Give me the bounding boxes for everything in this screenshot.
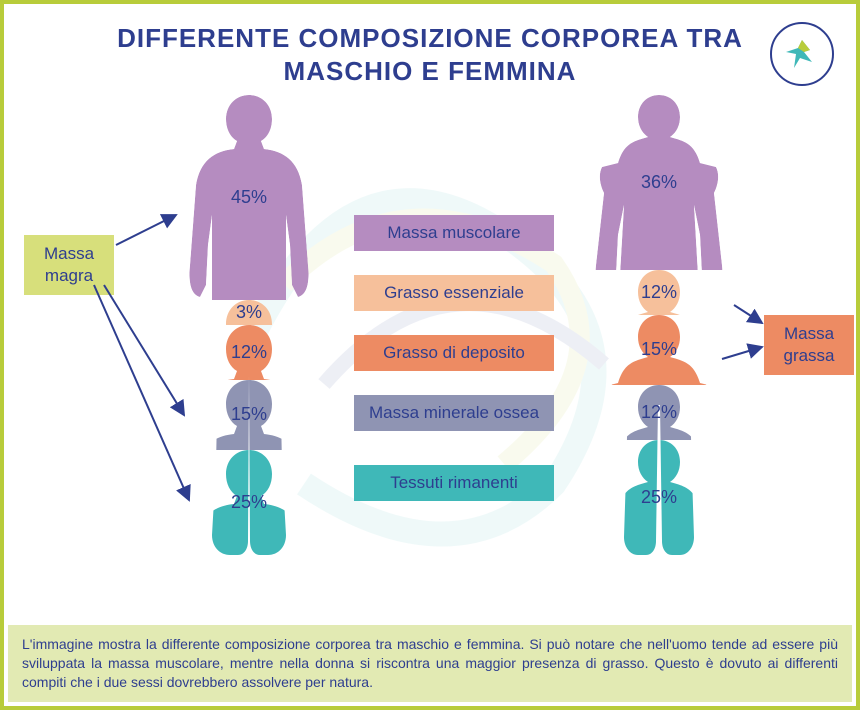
caption-text: L'immagine mostra la differente composiz…: [8, 625, 852, 702]
segment-percent: 25%: [164, 492, 334, 513]
segment-percent: 15%: [164, 404, 334, 425]
category-label: Massa minerale ossea: [354, 395, 554, 431]
female-figure: 36% 12% 15% 12% 25%: [574, 95, 744, 555]
category-label: Tessuti rimanenti: [354, 465, 554, 501]
page-title: DIFFERENTE COMPOSIZIONE CORPOREA TRA MAS…: [4, 4, 856, 95]
fat-mass-label: Massa grassa: [783, 324, 834, 365]
diagram-area: 45% 3% 12% 15% 25% 36% 12% 15% 12% 25% Massa mus…: [4, 95, 856, 635]
lean-mass-label: Massa magra: [44, 244, 94, 285]
segment-percent: 36%: [574, 172, 744, 193]
segment-percent: 12%: [164, 342, 334, 363]
male-silhouette: [164, 95, 334, 555]
brand-logo: [770, 22, 834, 86]
male-figure: 45% 3% 12% 15% 25%: [164, 95, 334, 555]
category-label: Grasso essenziale: [354, 275, 554, 311]
segment-percent: 3%: [164, 302, 334, 323]
category-label: Massa muscolare: [354, 215, 554, 251]
segment-percent: 12%: [574, 402, 744, 423]
lean-mass-box: Massa magra: [24, 235, 114, 295]
segment-percent: 25%: [574, 487, 744, 508]
segment-percent: 45%: [164, 187, 334, 208]
fat-mass-box: Massa grassa: [764, 315, 854, 375]
segment-percent: 12%: [574, 282, 744, 303]
segment-percent: 15%: [574, 339, 744, 360]
category-label: Grasso di deposito: [354, 335, 554, 371]
